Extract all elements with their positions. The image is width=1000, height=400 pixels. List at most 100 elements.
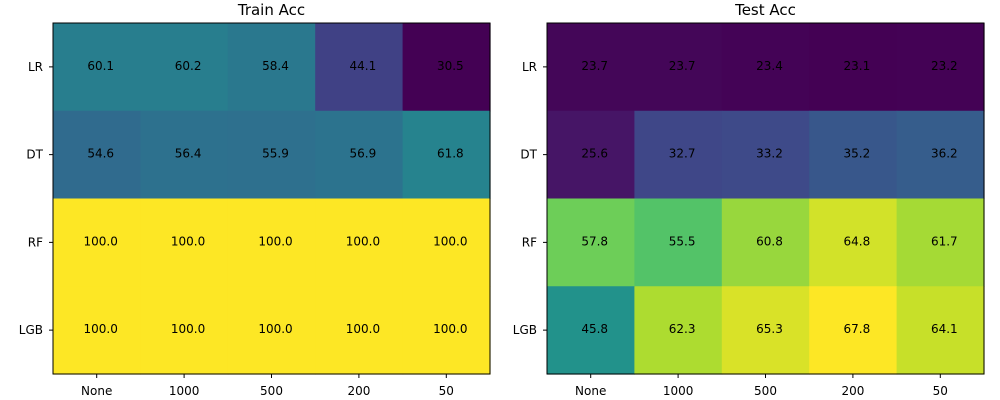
heatmap-cell	[140, 23, 229, 112]
heatmap-cell	[402, 23, 491, 112]
heatmap-cell	[140, 110, 229, 200]
cell-value-label: 57.8	[581, 234, 608, 248]
heatmap-cell	[53, 286, 141, 375]
cell-value-label: 100.0	[346, 322, 380, 336]
x-tick-label: 200	[347, 384, 370, 398]
heatmap-cell	[634, 198, 723, 287]
y-tick-label: DT	[520, 148, 537, 162]
heatmap-cell	[140, 198, 229, 287]
cell-value-label: 100.0	[258, 234, 292, 248]
x-tick-label: 500	[754, 384, 777, 398]
cell-value-label: 23.4	[756, 59, 783, 73]
heatmap-cell	[721, 198, 810, 287]
x-tick-label: 50	[439, 384, 454, 398]
cell-value-label: 60.1	[87, 59, 114, 73]
x-tick-label: 1000	[169, 384, 200, 398]
cell-value-label: 62.3	[669, 322, 696, 336]
heatmap-cell	[809, 110, 898, 200]
cell-value-label: 100.0	[171, 322, 205, 336]
cell-value-label: 58.4	[262, 59, 289, 73]
y-tick-label: LR	[522, 60, 537, 74]
heatmap-cell	[315, 110, 404, 200]
heatmap-cell	[227, 286, 316, 375]
heatmap-cell	[634, 23, 723, 112]
cell-value-label: 64.8	[844, 234, 871, 248]
cell-value-label: 33.2	[756, 147, 783, 161]
cell-value-label: 54.6	[87, 147, 114, 161]
heatmap-cell	[402, 286, 491, 375]
chart-title: Train Acc	[237, 1, 305, 19]
cell-value-label: 45.8	[581, 322, 608, 336]
x-tick-label: 500	[260, 384, 283, 398]
heatmap-cell	[227, 198, 316, 287]
heatmap-cell	[896, 23, 985, 112]
cell-value-label: 60.2	[175, 59, 202, 73]
cell-value-label: 100.0	[258, 322, 292, 336]
cell-value-label: 23.7	[669, 59, 696, 73]
heatmap-cell	[402, 110, 491, 200]
y-tick-label: RF	[28, 235, 43, 249]
x-tick-label: 200	[841, 384, 864, 398]
cell-value-label: 100.0	[433, 322, 467, 336]
cell-value-label: 36.2	[931, 147, 958, 161]
heatmap-cell	[896, 198, 985, 287]
cell-value-label: 67.8	[844, 322, 871, 336]
heatmap-train-acc: Train Acc 60.1 60.2 58.4 44.1 30.5 54.6 56.4 55…	[19, 1, 491, 398]
heatmap-cell	[809, 23, 898, 112]
heatmap-cell	[227, 23, 316, 112]
cell-value-label: 100.0	[433, 234, 467, 248]
cell-value-label: 25.6	[581, 147, 608, 161]
heatmap-cell	[896, 286, 985, 375]
y-tick-label: LGB	[513, 323, 537, 337]
heatmap-cell	[315, 23, 404, 112]
y-tick-label: RF	[522, 235, 537, 249]
cell-value-label: 55.9	[262, 147, 289, 161]
heatmap-cell	[315, 286, 404, 375]
cell-value-label: 65.3	[756, 322, 783, 336]
cell-value-label: 100.0	[84, 322, 118, 336]
cell-value-label: 60.8	[756, 234, 783, 248]
cell-value-label: 61.7	[931, 234, 958, 248]
heatmap-cell	[634, 110, 723, 200]
cell-value-label: 23.1	[844, 59, 871, 73]
cell-value-label: 100.0	[346, 234, 380, 248]
cell-value-label: 23.7	[581, 59, 608, 73]
cell-value-label: 35.2	[844, 147, 871, 161]
y-tick-label: DT	[26, 148, 43, 162]
cell-value-label: 23.2	[931, 59, 958, 73]
heatmap-test-acc: Test Acc 23.7 23.7 23.4 23.1 23.2 25.6 32.7 33.…	[513, 1, 985, 398]
heatmap-cell	[547, 110, 635, 200]
cell-value-label: 32.7	[669, 147, 696, 161]
y-tick-label: LGB	[19, 323, 43, 337]
cell-value-label: 44.1	[350, 59, 377, 73]
heatmap-cell	[547, 198, 635, 287]
chart-title: Test Acc	[734, 1, 796, 19]
heatmap-cell	[547, 23, 635, 112]
heatmap-cell	[809, 286, 898, 375]
x-tick-label: None	[575, 384, 606, 398]
heatmap-cell	[53, 110, 141, 200]
y-tick-label: LR	[28, 60, 43, 74]
cell-value-label: 55.5	[669, 234, 696, 248]
cell-value-label: 61.8	[437, 147, 464, 161]
cell-value-label: 56.4	[175, 147, 202, 161]
cell-value-label: 100.0	[171, 234, 205, 248]
heatmap-cell	[896, 110, 985, 200]
x-tick-label: None	[81, 384, 112, 398]
cell-value-label: 64.1	[931, 322, 958, 336]
heatmap-cell	[140, 286, 229, 375]
heatmap-cell	[634, 286, 723, 375]
heatmap-cell	[721, 23, 810, 112]
heatmap-cell	[547, 286, 635, 375]
heatmap-cell	[53, 198, 141, 287]
cell-value-label: 100.0	[84, 234, 118, 248]
heatmap-cell	[721, 110, 810, 200]
heatmap-cell	[402, 198, 491, 287]
cell-value-label: 56.9	[350, 147, 377, 161]
heatmap-cell	[227, 110, 316, 200]
heatmap-cell	[315, 198, 404, 287]
heatmap-cell	[53, 23, 141, 112]
heatmap-cell	[721, 286, 810, 375]
heatmap-cell	[809, 198, 898, 287]
